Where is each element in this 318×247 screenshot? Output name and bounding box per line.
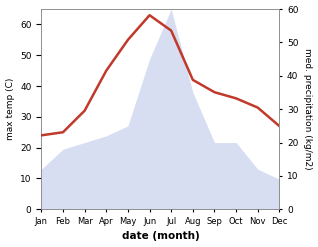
Y-axis label: med. precipitation (kg/m2): med. precipitation (kg/m2) xyxy=(303,48,313,170)
Y-axis label: max temp (C): max temp (C) xyxy=(5,78,15,140)
X-axis label: date (month): date (month) xyxy=(121,231,199,242)
